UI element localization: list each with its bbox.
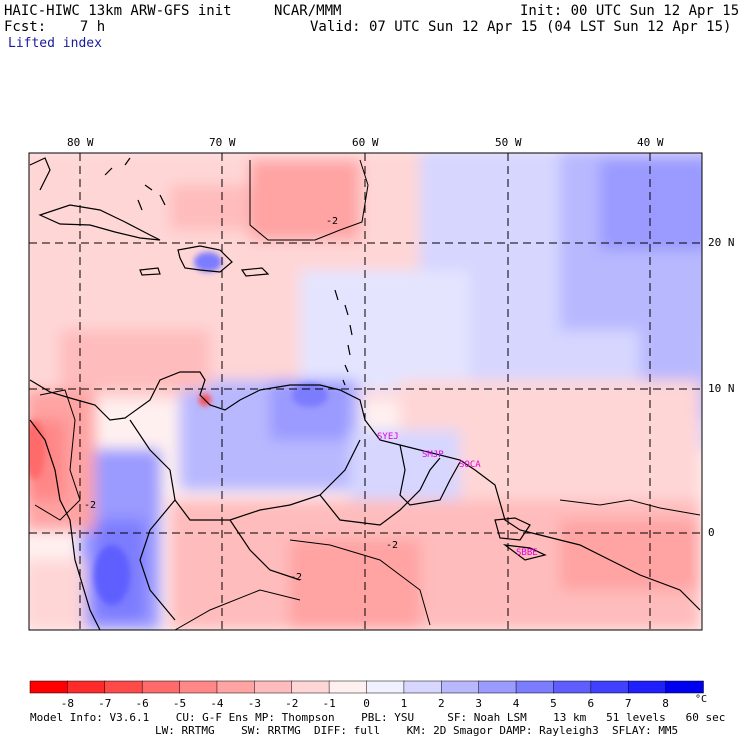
colorbar-tick-label: 4 — [512, 697, 520, 710]
init-time: Init: 00 UTC Sun 12 Apr 15 — [520, 3, 740, 19]
colorbar-swatch — [627, 680, 667, 694]
colorbar-swatch — [29, 680, 69, 694]
colorbar-swatch — [104, 680, 143, 694]
lon-label-60w: 60 W — [352, 136, 379, 149]
lat-label-0: 0 — [708, 526, 715, 539]
colorbar-swatch — [141, 680, 181, 694]
org-label: NCAR/MMM — [274, 3, 342, 19]
colorbar-tick-label: 5 — [550, 697, 557, 710]
contour-label: -2 — [326, 216, 339, 227]
colorbar-swatch — [478, 680, 517, 694]
colorbar-swatch — [403, 680, 443, 694]
colorbar-tick-label: -4 — [210, 697, 224, 710]
colorbar-swatch — [590, 680, 629, 694]
colorbar-swatch — [291, 680, 330, 694]
colorbar-swatch — [665, 680, 704, 694]
lon-label-80w: 80 W — [67, 136, 94, 149]
valid-time: Valid: 07 UTC Sun 12 Apr 15 (04 LST Sun … — [310, 19, 732, 35]
colorbar-swatch — [553, 680, 592, 694]
colorbar-tick-label: -2 — [285, 697, 299, 710]
colorbar-swatch — [67, 680, 106, 694]
colorbar-swatch — [216, 680, 256, 694]
map-frame — [28, 152, 703, 631]
lon-label-40w: 40 W — [637, 136, 664, 149]
lon-label-50w: 50 W — [495, 136, 522, 149]
lat-label-10n: 10 N — [708, 382, 735, 395]
colorbar-tick-label: 2 — [437, 697, 445, 710]
contours — [34, 159, 701, 630]
colorbar-tick-label: 6 — [587, 697, 595, 710]
colorbar-tick-label: 8 — [662, 697, 669, 710]
contour-label: -2 — [84, 500, 97, 511]
colorbar-swatch — [515, 680, 555, 694]
colorbar-swatch — [179, 680, 218, 694]
colorbar-tick-label: -8 — [60, 697, 74, 710]
lon-label-70w: 70 W — [209, 136, 236, 149]
model-title: HAIC-HIWC 13km ARW-GFS init — [4, 3, 232, 19]
model-info-line2: LW: RRTMG SW: RRTMG DIFF: full KM: 2D Sm… — [155, 724, 679, 737]
station-syej: SYEJ — [377, 432, 399, 442]
colorbar-unit: °C — [695, 694, 708, 705]
colorbar — [29, 680, 704, 694]
colorbar-tick-label: 7 — [624, 697, 632, 710]
colorbar-tick-label: 0 — [363, 697, 370, 710]
colorbar-swatch — [441, 680, 480, 694]
coastlines — [29, 157, 701, 630]
colorbar-tick-label: -7 — [98, 697, 112, 710]
colorbar-swatch — [328, 680, 368, 694]
field-name: Lifted index — [8, 36, 102, 51]
station-smjp: SMJP — [422, 450, 444, 460]
colorbar-tick-label: -5 — [172, 697, 187, 710]
station-soca: SOCA — [459, 460, 481, 470]
model-info-line1: Model Info: V3.6.1 CU: G-F Ens MP: Thomp… — [30, 711, 726, 724]
colorbar-tick-label: 1 — [400, 697, 408, 710]
colorbar-tick-label: -3 — [247, 697, 261, 710]
lat-label-20n: 20 N — [708, 236, 735, 249]
colorbar-tick-label: 3 — [475, 697, 482, 710]
graticule — [29, 153, 702, 630]
station-sbbe: SBBE — [516, 548, 538, 558]
contour-label: -2 — [386, 540, 399, 551]
colorbar-swatch — [254, 680, 293, 694]
colorbar-swatch — [366, 680, 405, 694]
forecast-hour: Fcst: 7 h — [4, 19, 106, 35]
contour-label: -2 — [290, 572, 303, 583]
colorbar-tick-label: -6 — [135, 697, 149, 710]
colorbar-tick-label: -1 — [322, 697, 336, 710]
